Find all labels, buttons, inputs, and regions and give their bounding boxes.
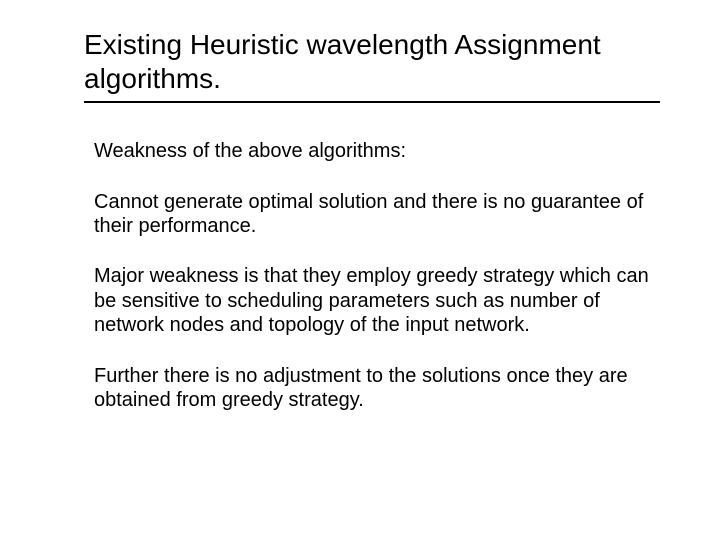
body-paragraph: Cannot generate optimal solution and the… — [94, 190, 656, 239]
title-underline — [84, 101, 660, 103]
slide: Existing Heuristic wavelength Assignment… — [0, 0, 720, 540]
slide-title: Existing Heuristic wavelength Assignment… — [84, 28, 660, 95]
title-block: Existing Heuristic wavelength Assignment… — [84, 28, 660, 103]
body-paragraph: Major weakness is that they employ greed… — [94, 264, 656, 337]
body-paragraph: Further there is no adjustment to the so… — [94, 364, 656, 413]
body-paragraph: Weakness of the above algorithms: — [94, 139, 656, 163]
slide-body: Weakness of the above algorithms: Cannot… — [84, 111, 660, 412]
